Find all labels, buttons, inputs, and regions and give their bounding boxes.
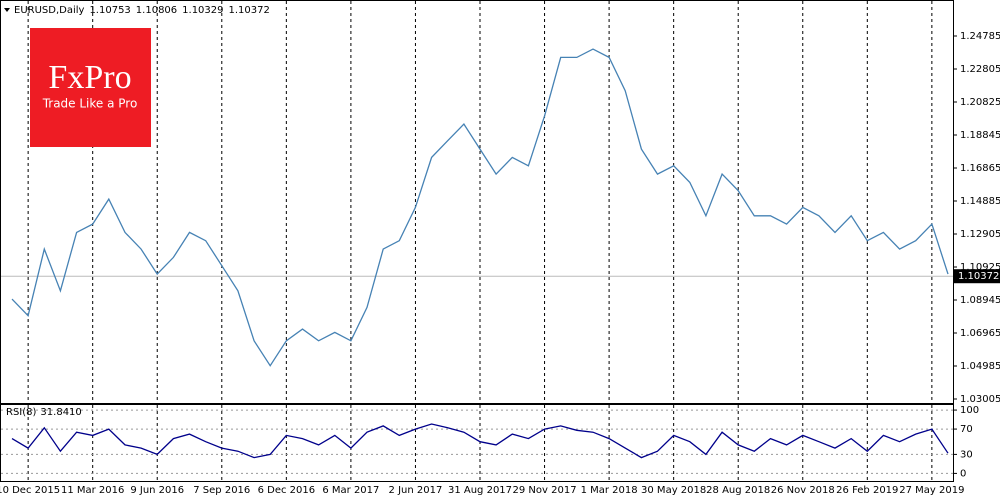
x-tick-label: 9 Jun 2016 [130, 485, 184, 496]
x-tick-label: 1 Mar 2018 [581, 485, 638, 496]
y-tick-label: 70 [960, 424, 973, 435]
y-tick-label: 1.04985 [960, 361, 1000, 372]
y-tick-label: 1.06965 [960, 328, 1000, 339]
y-tick-label: 1.22805 [960, 64, 1000, 75]
price-line [11, 48, 949, 367]
x-tick-label: 29 Nov 2017 [513, 485, 577, 496]
y-tick-label: 1.08945 [960, 295, 1000, 306]
rsi-plot [1, 405, 953, 481]
y-tick-label: 1.18845 [960, 130, 1000, 141]
y-tick-label: 1.24785 [960, 31, 1000, 42]
x-tick-label: 11 Mar 2016 [61, 485, 124, 496]
x-tick-label: 26 Nov 2018 [771, 485, 835, 496]
header-part: 1.10329 [182, 5, 223, 16]
header-part: 31.8410 [40, 407, 81, 418]
y-tick-label: 1.03005 [960, 394, 1000, 405]
x-tick-label: 31 Aug 2017 [448, 485, 512, 496]
header-part: EURUSD,Daily [14, 5, 85, 16]
x-tick-label: 6 Dec 2016 [258, 485, 316, 496]
last-price-box [954, 269, 1000, 284]
x-tick-label: 2 Jun 2017 [389, 485, 443, 496]
x-tick-label: 10 Dec 2015 [0, 485, 60, 496]
x-tick-label: 28 Aug 2018 [706, 485, 770, 496]
price-line [11, 423, 949, 459]
logo-tagline: Trade Like a Pro [42, 97, 138, 111]
header-part: 1.10372 [229, 5, 270, 16]
y-tick-label: 100 [960, 405, 979, 416]
x-tick-label: 7 Sep 2016 [193, 485, 250, 496]
x-tick-label: 6 Mar 2017 [322, 485, 379, 496]
x-tick-label: 27 May 2019 [899, 485, 964, 496]
y-tick-label: 1.14885 [960, 196, 1000, 207]
header-part: RSI(8) [6, 407, 37, 418]
y-tick-label: 30 [960, 449, 973, 460]
y-tick-label: 0 [960, 468, 966, 479]
y-tick-label: 1.16865 [960, 163, 1000, 174]
rsi-pane [0, 404, 954, 482]
chart-header: EURUSD,Daily 1.10753 1.10806 1.10329 1.10372 [14, 5, 270, 16]
header-part: 1.10753 [89, 5, 130, 16]
rsi-header: RSI(8) 31.8410 [6, 407, 82, 418]
logo-box [30, 28, 151, 147]
y-tick-label: 1.10925 [960, 262, 1000, 273]
x-tick-label: 30 May 2018 [641, 485, 706, 496]
main-pane [0, 0, 954, 404]
header-arrow [4, 8, 10, 12]
logo-brand: FxPro [48, 59, 131, 96]
y-tick-label: 1.20825 [960, 97, 1000, 108]
y-tick-label: 1.12905 [960, 229, 1000, 240]
header-part: 1.10806 [136, 5, 177, 16]
last-price-label: 1.10372 [958, 271, 999, 282]
x-tick-label: 26 Feb 2019 [836, 485, 898, 496]
